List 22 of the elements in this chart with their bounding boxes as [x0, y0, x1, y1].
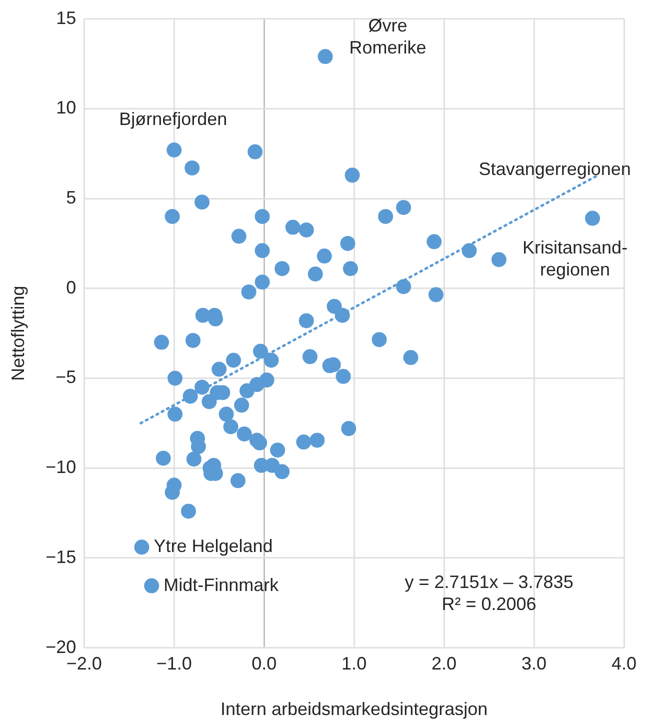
y-axis-title: Nettoflytting [8, 286, 28, 381]
y-tick-label: 10 [56, 98, 76, 118]
y-tick-label: 0 [66, 277, 76, 298]
annotation: Krisitansand- regionen [522, 237, 628, 280]
y-tick-label: 15 [56, 8, 76, 28]
y-tick-label: −10 [46, 457, 76, 478]
x-tick-label: 0.0 [252, 654, 277, 674]
annotation: Øvre Romerike [349, 16, 426, 58]
x-tick-label: 3.0 [522, 654, 547, 674]
annotation: Bjørnefjorden [119, 108, 228, 129]
annotation: Midt-Finnmark [164, 574, 280, 595]
annotation: Ytre Helgeland [154, 536, 273, 556]
x-tick-label: 1.0 [342, 654, 367, 674]
x-tick-label: 2.0 [432, 654, 457, 674]
annotation: Stavangerregionen [478, 158, 631, 179]
y-tick-label: −5 [56, 367, 76, 388]
x-tick-label: −1.0 [156, 654, 192, 674]
annotation: y = 2.7151x – 3.7835 R² = 0.2006 [404, 572, 574, 614]
x-axis-title: Intern arbeidsmarkedsintegrasjon [220, 699, 488, 720]
y-tick-label: −15 [46, 546, 76, 567]
x-tick-label: 4.0 [611, 654, 637, 674]
y-tick-label: 5 [66, 187, 76, 208]
